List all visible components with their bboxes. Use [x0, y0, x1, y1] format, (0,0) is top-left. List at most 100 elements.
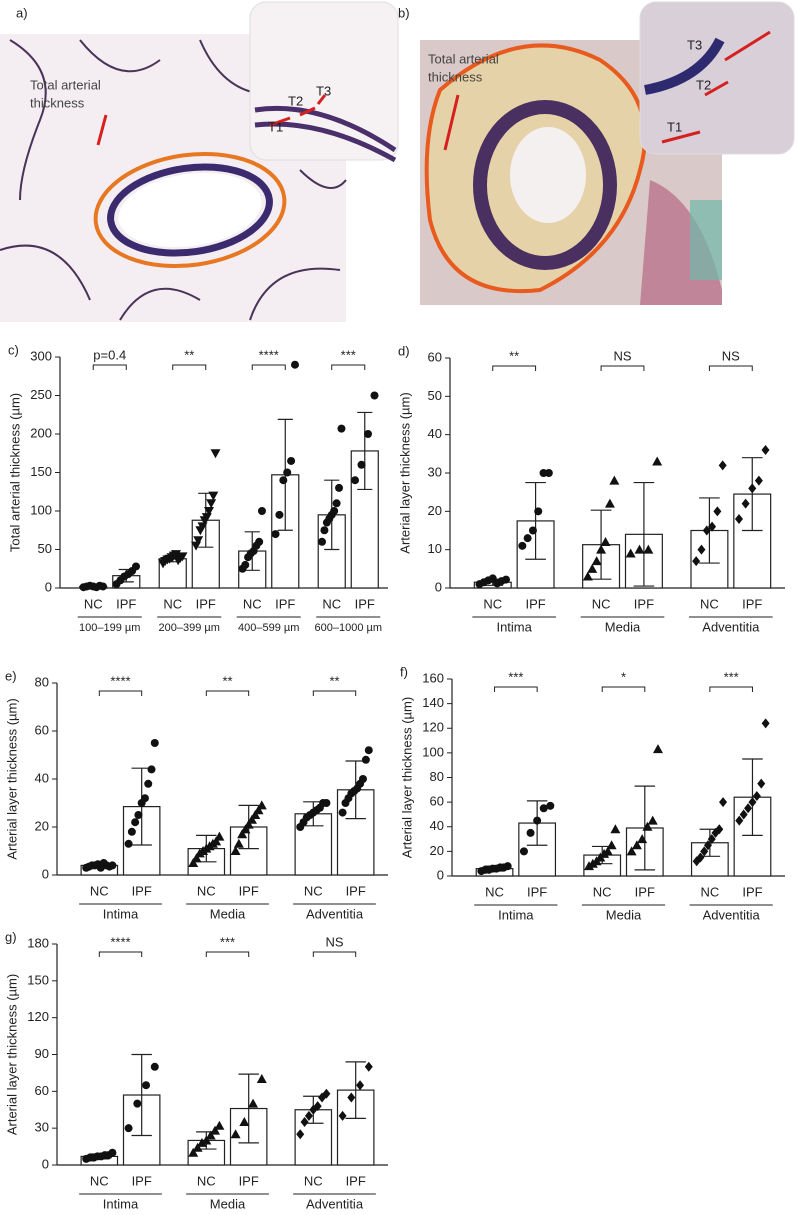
- data-point: [210, 449, 221, 459]
- data-point: [250, 810, 261, 819]
- y-tick-label: 0: [435, 579, 442, 594]
- data-point: [697, 544, 706, 555]
- y-tick-label: 0: [45, 579, 52, 594]
- data-point: [752, 790, 761, 801]
- data-point: [124, 839, 133, 848]
- x-tick-label: IPF: [742, 596, 762, 611]
- data-point: [210, 1125, 221, 1135]
- inset-label: T3: [316, 83, 331, 98]
- x-tick-label: IPF: [239, 1173, 259, 1188]
- data-point: [533, 816, 542, 825]
- data-point: [358, 775, 367, 783]
- group-label: 200–399 µm: [159, 622, 220, 634]
- data-point: [582, 571, 593, 581]
- y-tick-label: 30: [35, 1120, 49, 1135]
- data-point: [591, 556, 602, 566]
- data-point: [602, 846, 613, 856]
- error-bar: [131, 1053, 152, 1137]
- data-point: [356, 1080, 365, 1091]
- x-tick-label: NC: [700, 884, 719, 899]
- data-point: [208, 491, 219, 501]
- x-tick-label: IPF: [635, 884, 655, 899]
- x-tick-label: IPF: [346, 883, 366, 898]
- group-label: Media: [606, 907, 642, 922]
- x-tick-label: IPF: [116, 596, 136, 611]
- y-tick-label: 180: [27, 935, 49, 950]
- significance-bracket: [205, 690, 250, 696]
- data-point: [338, 808, 347, 817]
- inset-label: T1: [667, 119, 682, 134]
- y-tick-label: 80: [35, 674, 49, 689]
- annotation: Total arterial: [30, 77, 101, 92]
- significance-bracket: [600, 365, 645, 371]
- group-label: Adventitia: [306, 1196, 364, 1211]
- data-point: [739, 809, 748, 820]
- data-point: [754, 475, 763, 486]
- significance-label: ***: [220, 934, 235, 949]
- data-point: [256, 800, 267, 810]
- data-point: [320, 526, 329, 535]
- y-tick-label: 250: [30, 387, 52, 402]
- significance-label: **: [509, 348, 519, 363]
- data-point: [134, 811, 143, 819]
- data-point: [719, 797, 728, 808]
- significance-bracket: [312, 690, 357, 696]
- group-label: Adventitia: [703, 907, 761, 922]
- panel-label: b): [398, 5, 410, 20]
- data-point: [523, 534, 532, 543]
- data-point: [150, 1062, 159, 1071]
- significance-label: NS: [722, 348, 740, 363]
- data-point: [332, 499, 341, 508]
- y-tick-label: 120: [422, 720, 444, 735]
- tissue: [690, 200, 722, 280]
- data-point: [518, 541, 527, 550]
- data-point: [744, 803, 753, 814]
- x-tick-label: IPF: [346, 1173, 366, 1188]
- inset-tissue: [644, 37, 725, 95]
- significance-bracket: [172, 364, 207, 370]
- data-point: [347, 1092, 356, 1103]
- data-point: [304, 1110, 313, 1121]
- y-tick-label: 100: [422, 744, 444, 759]
- data-point: [275, 510, 284, 519]
- data-point: [707, 834, 716, 845]
- significance-bracket: [708, 365, 753, 371]
- data-point: [757, 778, 766, 789]
- group-label: Adventitia: [702, 619, 760, 634]
- data-point: [625, 548, 636, 558]
- data-point: [600, 537, 611, 546]
- significance-label: **: [329, 673, 339, 688]
- data-point: [357, 460, 366, 469]
- group-label: 100–199 µm: [79, 622, 140, 634]
- data-point: [643, 544, 654, 554]
- data-point: [233, 838, 244, 848]
- data-point: [734, 514, 743, 524]
- data-point: [534, 507, 543, 516]
- y-tick-label: 50: [38, 541, 52, 556]
- significance-bracket: [92, 364, 127, 370]
- y-tick-label: 0: [42, 1156, 49, 1171]
- inset-arrows: [269, 94, 327, 127]
- data-point: [197, 522, 208, 532]
- data-point: [108, 861, 117, 870]
- significance-bracket: [205, 951, 250, 957]
- panel-label: f): [400, 664, 408, 679]
- group-label: 600–1000 µm: [315, 622, 383, 634]
- y-tick-label: 100: [30, 502, 52, 517]
- data-point: [335, 483, 344, 492]
- data-point: [192, 1142, 203, 1152]
- data-point: [214, 1120, 225, 1130]
- data-point: [108, 1148, 117, 1157]
- y-axis-title: Arterial layer thickness (µm): [397, 392, 412, 553]
- panel-label: a): [16, 5, 28, 20]
- inset-label: T2: [288, 93, 303, 108]
- data-point: [322, 1088, 331, 1099]
- x-tick-label: NC: [592, 596, 611, 611]
- annotation: thickness: [30, 95, 85, 110]
- y-tick-label: 140: [422, 695, 444, 710]
- data-point: [257, 507, 266, 515]
- x-tick-label: IPF: [239, 883, 259, 898]
- y-tick-label: 90: [35, 1046, 49, 1061]
- data-point: [606, 840, 617, 850]
- data-point: [539, 804, 548, 813]
